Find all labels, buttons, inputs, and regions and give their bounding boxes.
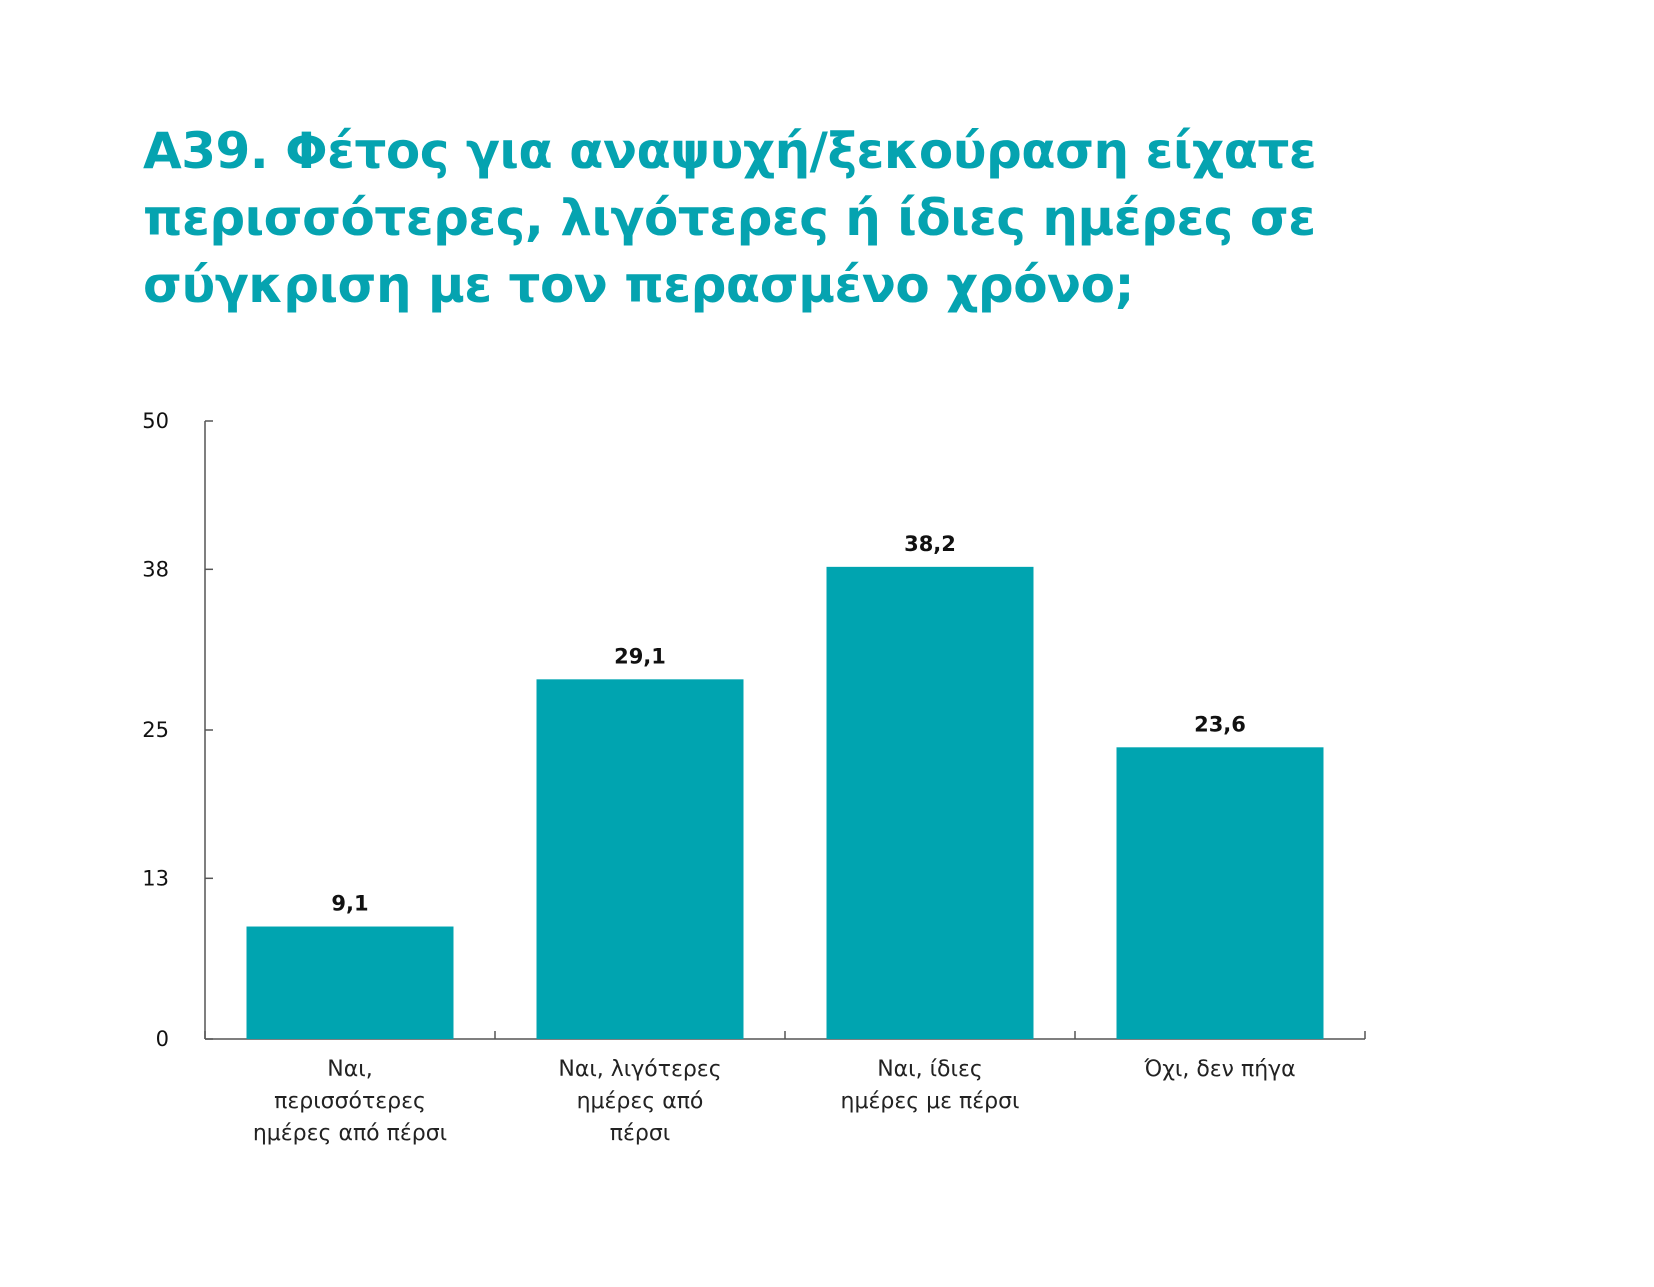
bar <box>246 926 454 1039</box>
x-category-label-line: Ναι, λιγότερες <box>558 1057 722 1082</box>
bar <box>1116 747 1324 1039</box>
y-tick-label: 0 <box>156 1027 169 1051</box>
y-tick-label: 50 <box>142 409 169 433</box>
x-category-label: Ναι, λιγότερες ημέρες από πέρσι <box>530 1054 750 1150</box>
x-category-label-line: ημέρες από πέρσι <box>252 1121 448 1146</box>
chart-title: A39. Φέτος για αναψυχή/ξεκούραση είχατε … <box>143 122 1317 314</box>
x-category-label: Ναι, ίδιες ημέρες με πέρσι <box>820 1054 1040 1118</box>
data-label: 23,6 <box>1194 712 1246 736</box>
bar <box>826 566 1034 1039</box>
x-category-label-line: πέρσι <box>609 1121 671 1146</box>
x-category-label: Ναι, περισσότερες ημέρες από πέρσι <box>240 1054 460 1150</box>
bars <box>246 566 1324 1039</box>
y-axis: 0 13 25 38 50 <box>142 409 213 1051</box>
x-category-label-line: Ναι, ίδιες <box>877 1057 983 1082</box>
y-tick-label: 38 <box>142 557 169 581</box>
y-tick-label: 25 <box>142 718 169 742</box>
data-label: 9,1 <box>331 892 368 916</box>
data-labels: 9,1 29,1 38,2 23,6 <box>331 532 1246 916</box>
bar <box>536 679 744 1039</box>
x-category-label-line: ημέρες με πέρσι <box>840 1089 1020 1114</box>
x-category-label-line: ημέρες από <box>576 1089 704 1114</box>
x-category-label: Όχι, δεν πήγα <box>1110 1054 1330 1086</box>
x-category-label-line: Ναι, <box>327 1057 373 1082</box>
x-category-label-line: Όχι, δεν πήγα <box>1144 1057 1296 1082</box>
y-tick-label: 13 <box>142 866 169 890</box>
data-label: 29,1 <box>614 644 666 668</box>
x-category-label-line: περισσότερες <box>274 1089 426 1114</box>
data-label: 38,2 <box>904 532 956 556</box>
